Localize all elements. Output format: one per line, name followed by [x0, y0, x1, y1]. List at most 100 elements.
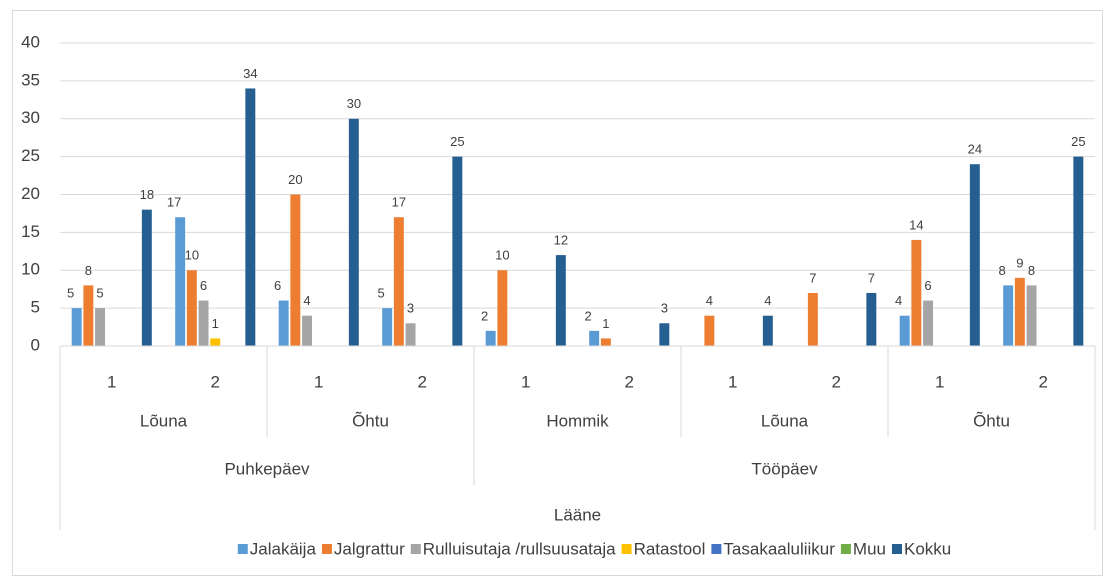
data-label: 2 [585, 308, 592, 323]
bar [1073, 156, 1084, 346]
legend-label: Jalgrattur [334, 539, 405, 558]
data-label: 30 [347, 96, 361, 111]
data-label: 25 [1071, 134, 1085, 149]
legend-label: Kokku [904, 539, 951, 558]
legend-swatch [410, 544, 421, 554]
bar [704, 315, 715, 346]
x-tick-label: 1 [107, 372, 116, 391]
y-tick-label: 5 [31, 298, 40, 317]
bar [485, 330, 496, 346]
bar [1014, 277, 1025, 346]
data-label: 3 [407, 301, 414, 316]
legend-swatch [321, 544, 332, 554]
legend-swatch [891, 544, 902, 554]
y-tick-label: 30 [21, 108, 40, 127]
group-label: Lääne [554, 505, 601, 524]
group-label: Lõuna [140, 411, 188, 430]
x-tick-label: 2 [1039, 372, 1048, 391]
x-tick-label: 1 [935, 372, 944, 391]
data-label: 6 [924, 278, 931, 293]
data-label: 6 [200, 278, 207, 293]
bar [589, 330, 600, 346]
data-label: 6 [274, 278, 281, 293]
y-tick-label: 20 [21, 184, 40, 203]
bar [497, 270, 508, 346]
data-label: 4 [764, 293, 771, 308]
bar [452, 156, 463, 346]
legend-label: Rulluisutaja /rullsuusataja [423, 539, 616, 558]
data-label: 25 [450, 134, 464, 149]
data-label: 10 [495, 248, 509, 263]
bar [1026, 285, 1037, 346]
y-tick-label: 25 [21, 146, 40, 165]
bar [923, 300, 934, 346]
data-label: 10 [185, 248, 199, 263]
bar [71, 308, 82, 346]
data-label: 1 [602, 316, 609, 331]
data-label: 7 [868, 270, 875, 285]
bar [175, 217, 186, 346]
group-label: Õhtu [352, 411, 389, 430]
y-tick-label: 0 [31, 335, 40, 354]
legend-label: Tasakaaluliikur [723, 539, 835, 558]
bar [555, 255, 566, 346]
bar [348, 118, 359, 346]
bar [382, 308, 393, 346]
data-label: 1 [212, 316, 219, 331]
x-tick-label: 1 [728, 372, 737, 391]
x-tick-label: 1 [521, 372, 530, 391]
x-tick-label: 1 [314, 372, 323, 391]
x-tick-label: 2 [625, 372, 634, 391]
legend-swatch [711, 544, 722, 554]
bar [210, 338, 221, 346]
legend-label: Jalakäija [250, 539, 317, 558]
bar [866, 292, 877, 346]
bar [762, 315, 773, 346]
bar [83, 285, 94, 346]
x-tick-label: 2 [211, 372, 220, 391]
bar [302, 315, 313, 346]
bar [807, 292, 818, 346]
x-tick-label: 2 [418, 372, 427, 391]
x-tick-label: 2 [832, 372, 841, 391]
data-label: 4 [303, 293, 310, 308]
group-label: Lõuna [761, 411, 809, 430]
bar [186, 270, 197, 346]
data-label: 3 [661, 301, 668, 316]
y-tick-label: 35 [21, 70, 40, 89]
data-label: 5 [67, 286, 74, 301]
group-label: Õhtu [973, 411, 1010, 430]
data-label: 8 [85, 263, 92, 278]
bar [405, 323, 416, 346]
bar [95, 308, 106, 346]
legend-swatch [237, 544, 248, 554]
legend-swatch [840, 544, 851, 554]
data-label: 24 [968, 142, 982, 157]
data-label: 5 [96, 286, 103, 301]
data-label: 18 [140, 187, 154, 202]
legend-swatch [621, 544, 632, 554]
data-label: 7 [809, 270, 816, 285]
bar [659, 323, 670, 346]
bar [290, 194, 301, 346]
bar [600, 338, 611, 346]
data-label: 2 [481, 308, 488, 323]
data-label: 12 [554, 233, 568, 248]
data-label: 5 [378, 286, 385, 301]
group-label: Hommik [546, 411, 609, 430]
bar [393, 217, 404, 346]
bar [899, 315, 910, 346]
data-label: 34 [243, 66, 257, 81]
bar [1003, 285, 1014, 346]
data-label: 14 [909, 217, 923, 232]
bar [911, 239, 922, 346]
y-tick-label: 40 [21, 32, 40, 51]
data-label: 4 [706, 293, 713, 308]
data-label: 20 [288, 172, 302, 187]
bar [969, 164, 980, 346]
data-label: 8 [1028, 263, 1035, 278]
group-label: Tööpäev [751, 459, 818, 478]
data-label: 4 [895, 293, 902, 308]
data-label: 9 [1016, 255, 1023, 270]
